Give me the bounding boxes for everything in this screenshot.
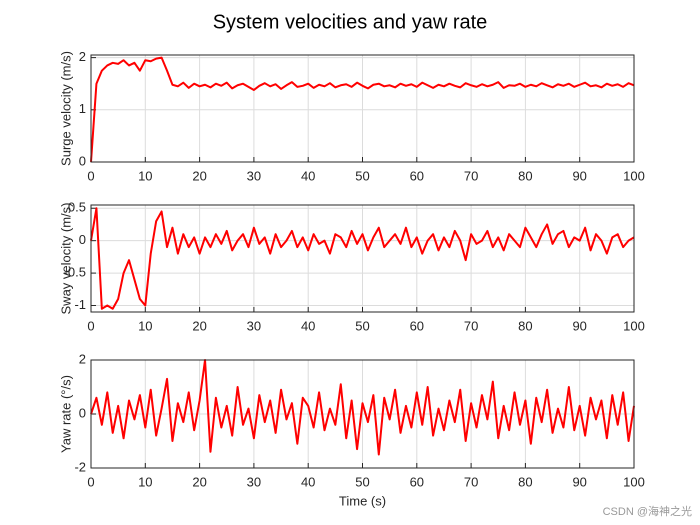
x-tick-label: 60 [410,474,424,489]
y-tick-label: 0.5 [68,200,86,215]
x-tick-label: 80 [518,318,532,333]
x-tick-label: 100 [623,318,645,333]
x-tick-label: 50 [355,474,369,489]
x-tick-label: 90 [572,168,586,183]
x-tick-label: 10 [138,474,152,489]
x-tick-label: 60 [410,168,424,183]
x-tick-label: 100 [623,474,645,489]
y-tick-label: 2 [79,49,86,64]
x-tick-label: 30 [247,474,261,489]
x-tick-label: 70 [464,168,478,183]
data-line [90,56,635,163]
axes-box [90,204,635,313]
y-tick-label: 0 [79,405,86,420]
y-tick-label: -0.5 [64,265,86,280]
x-tick-label: 100 [623,168,645,183]
chart-title: System velocities and yaw rate [213,11,488,33]
watermark: CSDN @海神之光 [603,504,692,518]
y-tick-label: 1 [79,101,86,116]
y-tick-label: 0 [79,153,86,168]
x-tick-label: 40 [301,474,315,489]
x-tick-label: 0 [87,318,94,333]
data-line [90,207,635,310]
x-tick-label: 40 [301,318,315,333]
x-tick-label: 30 [247,168,261,183]
axes-box [90,359,635,469]
y-tick-label: -1 [74,297,86,312]
x-tick-label: 0 [87,474,94,489]
x-tick-label: 80 [518,168,532,183]
x-tick-label: 40 [301,168,315,183]
x-tick-label: 10 [138,318,152,333]
x-tick-label: 90 [572,318,586,333]
x-tick-label: 90 [572,474,586,489]
y-axis-label: Sway velocity (m/s) [58,203,73,315]
x-tick-label: 50 [355,318,369,333]
x-tick-label: 10 [138,168,152,183]
x-tick-label: 80 [518,474,532,489]
x-tick-label: 20 [192,168,206,183]
x-tick-label: 20 [192,474,206,489]
x-tick-label: 60 [410,318,424,333]
x-tick-label: 0 [87,168,94,183]
x-tick-label: 70 [464,318,478,333]
y-tick-label: 2 [79,351,86,366]
y-tick-label: -2 [74,459,86,474]
y-tick-label: 0 [79,232,86,247]
axes-box [90,54,635,163]
y-axis-label: Surge velocity (m/s) [58,51,73,166]
y-axis-label: Yaw rate (°/s) [58,375,73,453]
x-tick-label: 20 [192,318,206,333]
data-line [90,359,635,456]
x-tick-label: 50 [355,168,369,183]
x-tick-label: 30 [247,318,261,333]
x-axis-label: Time (s) [339,493,386,508]
x-tick-label: 70 [464,474,478,489]
